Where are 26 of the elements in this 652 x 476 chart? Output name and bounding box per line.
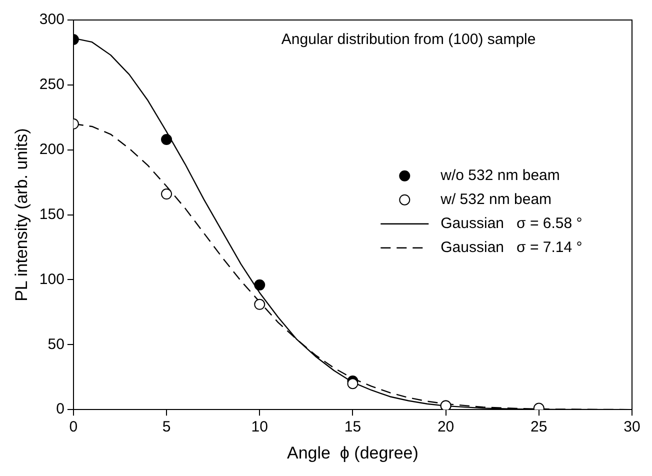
x-tick-label: 5	[162, 418, 171, 436]
y-axis-title: PL intensity (arb. units)	[12, 128, 31, 302]
point	[254, 298, 266, 310]
y-tick-label: 0	[56, 400, 64, 418]
legend-label: Gaussian σ = 6.58 °	[440, 214, 582, 232]
x-tick-label: 10	[251, 418, 268, 436]
y-tick-label: 100	[39, 270, 64, 288]
legend-label: w/ 532 nm beam	[440, 190, 552, 208]
x-tick-label: 15	[344, 418, 362, 436]
point	[161, 134, 172, 145]
y-tick-label: 50	[48, 336, 64, 353]
x-tick-label: 25	[530, 418, 548, 436]
y-tick-label: 150	[39, 206, 64, 223]
text: Angular distribution from (100) sample	[281, 31, 536, 48]
point	[347, 378, 358, 390]
y-tick-label: 300	[39, 11, 64, 28]
legend-label: w/o 532 nm beam	[440, 166, 560, 184]
x-tick-label: 30	[624, 418, 640, 436]
y-tick-label: 250	[39, 76, 64, 94]
x-tick-label: 0	[69, 418, 78, 436]
point	[254, 279, 266, 290]
x-axis-title: Angle ϕ (degree)	[286, 443, 418, 462]
point	[161, 188, 172, 200]
x-tick-label: 20	[437, 418, 454, 436]
legend-label: Gaussian σ = 7.14 °	[440, 238, 582, 256]
y-tick-label: 200	[39, 141, 64, 158]
